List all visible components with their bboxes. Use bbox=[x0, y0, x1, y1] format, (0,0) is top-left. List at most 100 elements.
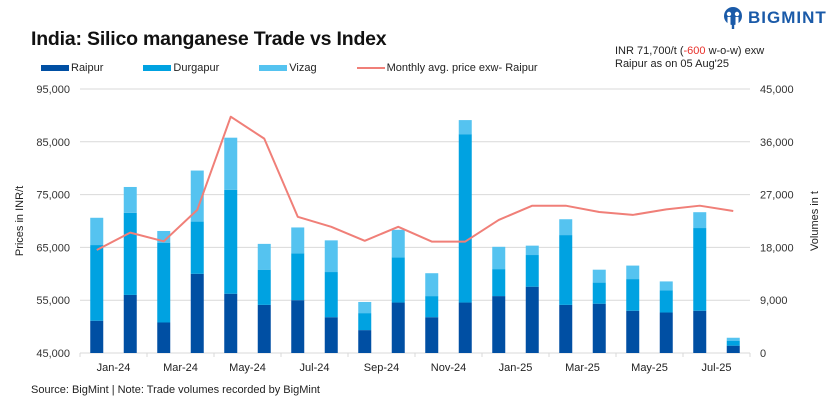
y-left-tick-label: 75,000 bbox=[36, 190, 70, 202]
y-left-tick-label: 45,000 bbox=[36, 348, 70, 360]
bar-raipur bbox=[257, 304, 271, 353]
bar-durgapur bbox=[626, 279, 640, 311]
bar-durgapur bbox=[425, 296, 439, 318]
bar-durgapur bbox=[492, 269, 506, 297]
y-right-tick-label: 0 bbox=[760, 348, 766, 360]
bar-durgapur bbox=[559, 235, 573, 305]
price-note-suffix: w-o-w) exw bbox=[705, 45, 765, 57]
x-tick-label: Nov-24 bbox=[431, 362, 466, 374]
bar-raipur bbox=[659, 312, 673, 353]
bar-raipur bbox=[291, 300, 305, 353]
bar-vizag bbox=[157, 230, 171, 243]
bar-vizag bbox=[190, 170, 204, 222]
legend-item-raipur: Raipur bbox=[41, 62, 103, 74]
bar-raipur bbox=[626, 310, 640, 353]
bigmint-logo-icon bbox=[724, 7, 742, 29]
y-right-tick-label: 45,000 bbox=[760, 84, 794, 96]
axes: 45,000 0 55,000 9,000 65,000 18,000 75,000 27,0… bbox=[36, 84, 793, 374]
bar-durgapur bbox=[358, 313, 372, 331]
x-tick-label: Mar-24 bbox=[163, 362, 198, 374]
bar-raipur bbox=[123, 294, 137, 353]
bar-vizag bbox=[492, 246, 506, 270]
bar-vizag bbox=[90, 217, 104, 246]
x-tick-label: Jul-25 bbox=[702, 362, 732, 374]
bar-vizag bbox=[592, 269, 606, 283]
y-axis-right-label: Volumes in t bbox=[809, 191, 821, 251]
bar-raipur bbox=[492, 296, 506, 353]
bar-durgapur bbox=[592, 282, 606, 304]
legend-item-price: Monthly avg. price exw- Raipur bbox=[356, 62, 538, 74]
bar-vizag bbox=[358, 301, 372, 314]
bigmint-logo-text: BIGMINT bbox=[748, 8, 827, 27]
legend-swatch-durgapur bbox=[143, 65, 172, 71]
legend-item-vizag: Vizag bbox=[259, 62, 317, 74]
gridlines bbox=[80, 88, 750, 354]
bar-raipur bbox=[157, 322, 171, 353]
bigmint-logo: BIGMINT bbox=[722, 6, 827, 30]
legend-swatch-vizag bbox=[259, 65, 288, 71]
price-note-line1: INR 71,700/t (-600 w-o-w) exw bbox=[615, 45, 764, 58]
y-left-tick-label: 55,000 bbox=[36, 295, 70, 307]
bar-vizag bbox=[726, 337, 740, 341]
price-line-layer bbox=[96, 115, 734, 251]
bar-durgapur bbox=[224, 189, 238, 294]
source-note: Source: BigMint | Note: Trade volumes re… bbox=[31, 384, 320, 396]
bar-vizag bbox=[458, 120, 472, 135]
y-left-tick-label: 95,000 bbox=[36, 84, 70, 96]
bars bbox=[90, 120, 740, 353]
bar-raipur bbox=[726, 345, 740, 353]
bar-vizag bbox=[659, 281, 673, 291]
bar-raipur bbox=[559, 304, 573, 353]
bar-durgapur bbox=[291, 253, 305, 301]
bar-raipur bbox=[525, 286, 539, 353]
legend-label-durgapur: Durgapur bbox=[173, 62, 220, 74]
x-tick-label: Jul-24 bbox=[300, 362, 330, 374]
price-note-prefix: INR 71,700/t ( bbox=[615, 45, 684, 57]
legend-label-raipur: Raipur bbox=[71, 62, 104, 74]
price-change: -600 bbox=[683, 45, 706, 57]
legend-label-price: Monthly avg. price exw- Raipur bbox=[386, 62, 538, 74]
price-note: INR 71,700/t (-600 w-o-w) exw Raipur as … bbox=[615, 45, 764, 71]
bar-durgapur bbox=[157, 242, 171, 323]
x-tick-label: May-24 bbox=[229, 362, 266, 374]
bar-vizag bbox=[257, 243, 271, 270]
x-tick-label: Sep-24 bbox=[364, 362, 399, 374]
bar-durgapur bbox=[458, 134, 472, 303]
bar-durgapur bbox=[525, 255, 539, 287]
bar-vizag bbox=[559, 219, 573, 236]
y-left-tick-label: 85,000 bbox=[36, 137, 70, 149]
chart-legend: Raipur Durgapur Vizag Monthly avg. price… bbox=[41, 62, 560, 74]
bar-durgapur bbox=[391, 257, 405, 303]
bar-vizag bbox=[391, 229, 405, 258]
bar-vizag bbox=[425, 273, 439, 297]
x-tick-label: Jan-24 bbox=[97, 362, 131, 374]
x-tick-label: Jan-25 bbox=[499, 362, 533, 374]
bar-vizag bbox=[525, 245, 539, 256]
bar-raipur bbox=[90, 320, 104, 353]
bar-durgapur bbox=[90, 245, 104, 321]
bar-durgapur bbox=[726, 340, 740, 346]
y-right-tick-label: 18,000 bbox=[760, 242, 794, 254]
bar-durgapur bbox=[693, 228, 707, 311]
bar-raipur bbox=[358, 330, 372, 353]
legend-label-vizag: Vizag bbox=[289, 62, 317, 74]
bar-raipur bbox=[425, 317, 439, 353]
y-right-tick-label: 36,000 bbox=[760, 137, 794, 149]
legend-swatch-price bbox=[356, 67, 385, 69]
chart-title: India: Silico manganese Trade vs Index bbox=[31, 28, 387, 50]
price-note-line2: Raipur as on 05 Aug'25 bbox=[615, 58, 730, 70]
legend-item-durgapur: Durgapur bbox=[143, 62, 219, 74]
bar-raipur bbox=[391, 302, 405, 353]
bar-durgapur bbox=[324, 272, 338, 318]
bar-durgapur bbox=[257, 269, 271, 305]
bar-raipur bbox=[693, 310, 707, 353]
bar-vizag bbox=[123, 186, 137, 213]
y-axis-left-label: Prices in INR/t bbox=[14, 186, 26, 256]
bar-durgapur bbox=[123, 212, 137, 295]
bar-durgapur bbox=[190, 221, 204, 274]
bar-vizag bbox=[291, 227, 305, 254]
bar-vizag bbox=[693, 212, 707, 229]
bar-raipur bbox=[592, 303, 606, 353]
bar-raipur bbox=[324, 317, 338, 353]
